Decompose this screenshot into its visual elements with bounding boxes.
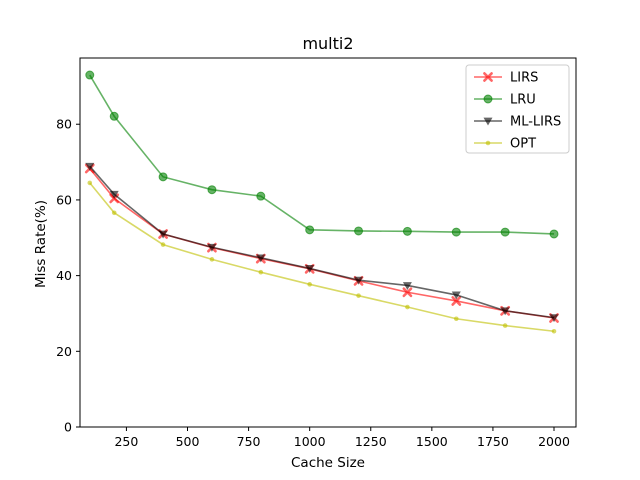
chart-title: multi2 xyxy=(302,34,353,53)
legend-swatch-marker xyxy=(483,94,493,104)
x-tick-label: 1000 xyxy=(294,434,326,449)
data-point-lru xyxy=(85,70,95,80)
data-point-ml-lirs xyxy=(85,162,95,171)
series-lru xyxy=(85,70,559,239)
plot-area xyxy=(84,70,559,334)
data-point-opt xyxy=(502,323,508,328)
y-tick-label: 80 xyxy=(56,117,72,132)
data-point-lru xyxy=(549,229,559,239)
data-point-lru xyxy=(354,226,364,236)
data-point-ml-lirs xyxy=(207,243,217,252)
data-point-lru xyxy=(207,185,217,195)
legend-item-lru: LRU xyxy=(474,93,536,108)
legend-swatch-marker xyxy=(483,117,493,126)
data-point-ml-lirs xyxy=(402,282,412,290)
legend-label: LRU xyxy=(510,93,536,108)
data-point-opt xyxy=(307,282,312,287)
axes-frame xyxy=(79,57,577,428)
data-point-ml-lirs xyxy=(256,254,266,263)
data-point-ml-lirs xyxy=(549,314,559,323)
data-point-lirs xyxy=(402,287,413,298)
legend-swatch-marker xyxy=(485,140,491,146)
data-point-lru xyxy=(500,227,510,237)
x-tick-label: 250 xyxy=(114,434,138,449)
y-tick-label: 0 xyxy=(64,420,72,435)
data-point-lru xyxy=(451,227,461,237)
legend-item-lirs: LIRS xyxy=(474,71,538,86)
data-point-ml-lirs xyxy=(500,307,510,316)
legend-label: LIRS xyxy=(510,71,538,86)
y-tick-label: 60 xyxy=(56,192,72,207)
data-point-opt xyxy=(258,269,264,275)
data-point-opt xyxy=(87,180,93,186)
data-point-opt xyxy=(160,242,166,247)
series-line-opt xyxy=(89,182,555,333)
data-point-opt xyxy=(111,210,117,216)
series-lirs xyxy=(84,163,559,323)
data-point-lru xyxy=(256,191,266,201)
data-point-opt xyxy=(453,316,459,322)
y-tick-label: 20 xyxy=(56,344,72,359)
data-point-lru xyxy=(109,111,119,121)
data-point-opt xyxy=(405,304,410,310)
data-point-lru xyxy=(402,226,412,236)
legend-item-opt: OPT xyxy=(474,137,536,152)
data-point-opt xyxy=(356,293,361,298)
data-point-lru xyxy=(158,172,168,182)
axes-border xyxy=(79,57,577,428)
series-line-lirs xyxy=(89,168,555,319)
data-point-ml-lirs xyxy=(354,276,364,285)
data-point-opt xyxy=(209,257,215,262)
series-opt xyxy=(87,180,557,334)
x-tick-label: 750 xyxy=(237,434,261,449)
x-tick-label: 1500 xyxy=(416,434,448,449)
y-axis: 0 20 40 60 80 xyxy=(56,117,80,435)
legend-label: OPT xyxy=(510,137,536,152)
data-point-opt xyxy=(551,328,557,334)
x-tick-label: 1250 xyxy=(355,434,387,449)
data-point-ml-lirs xyxy=(158,230,168,239)
data-point-lirs xyxy=(451,296,462,306)
data-point-ml-lirs xyxy=(451,291,461,300)
x-axis-label: Cache Size xyxy=(291,455,365,471)
x-tick-label: 1750 xyxy=(477,434,509,449)
y-axis-label: Miss Rate(%) xyxy=(33,200,49,288)
x-tick-label: 2000 xyxy=(538,434,570,449)
legend-box xyxy=(465,64,570,154)
legend-label: ML-LIRS xyxy=(510,115,561,130)
data-point-lru xyxy=(305,225,315,235)
data-point-ml-lirs xyxy=(305,265,315,273)
y-tick-label: 40 xyxy=(56,268,72,283)
x-tick-label: 500 xyxy=(176,434,200,449)
legend-item-ml-lirs: ML-LIRS xyxy=(474,115,561,130)
series-ml-lirs xyxy=(85,162,559,323)
x-axis: 250 500 750 1000 1250 1500 1750 2000 xyxy=(114,427,570,449)
legend: LIRS LRU ML-LIRS OPT xyxy=(465,64,570,154)
legend-swatch-marker xyxy=(483,72,493,82)
data-point-ml-lirs xyxy=(109,190,119,199)
